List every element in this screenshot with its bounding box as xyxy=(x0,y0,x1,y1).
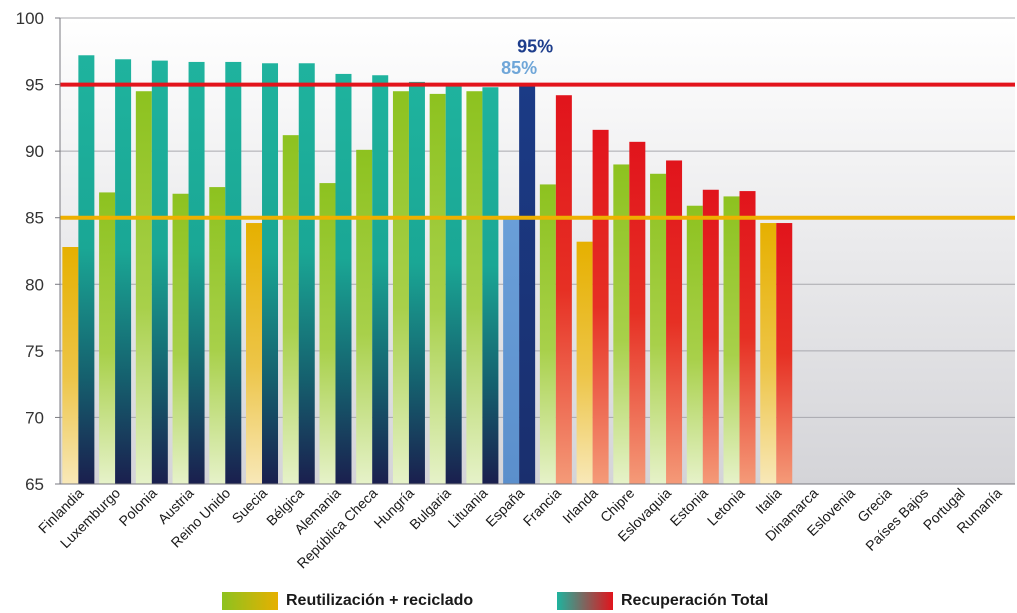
x-tick-label: España xyxy=(482,485,527,530)
bar-reuse xyxy=(246,223,263,485)
bar-recovery xyxy=(372,75,389,484)
legend-item-recovery: Recuperación Total xyxy=(557,590,768,612)
bar-reuse xyxy=(650,173,667,484)
bar-reuse xyxy=(723,196,740,484)
bar-recovery xyxy=(115,59,132,484)
bar-reuse xyxy=(209,187,226,484)
bar-reuse xyxy=(135,91,152,484)
bar-recovery xyxy=(151,60,168,484)
bar-reuse xyxy=(466,91,483,484)
x-tick-label: Italia xyxy=(752,485,784,517)
bar-recovery xyxy=(666,160,683,484)
bar-reuse xyxy=(282,135,299,484)
bar-recovery xyxy=(262,63,279,485)
bar-reuse xyxy=(686,205,703,484)
bar-reuse xyxy=(319,183,336,484)
bar-recovery xyxy=(408,81,425,484)
legend-swatch-recovery xyxy=(557,592,613,610)
x-tick-label: Irlanda xyxy=(559,485,601,527)
bar-recovery xyxy=(702,189,719,485)
legend-item-reuse: Reutilización + reciclado xyxy=(222,590,473,612)
bar-reuse xyxy=(62,247,79,484)
bar-reuse xyxy=(503,217,520,484)
x-tick-label: Suecia xyxy=(229,485,271,527)
bar-recovery xyxy=(555,95,572,485)
bar-recovery xyxy=(776,223,793,485)
legend-swatch-reuse xyxy=(222,592,278,610)
y-tick-label: 75 xyxy=(25,342,44,361)
bar-recovery xyxy=(482,87,499,484)
bar-reuse xyxy=(356,149,373,484)
x-tick-label: Lituania xyxy=(445,485,491,531)
x-tick-label: Estonia xyxy=(667,485,711,529)
x-tick-label: Francia xyxy=(520,485,564,529)
bar-reuse xyxy=(613,164,630,484)
bar-recovery xyxy=(629,141,646,484)
y-tick-label: 100 xyxy=(16,9,44,28)
bar-recovery xyxy=(592,129,609,484)
y-tick-label: 80 xyxy=(25,275,44,294)
bar-recovery xyxy=(445,83,462,485)
bar-recovery xyxy=(519,84,536,485)
y-tick-label: 70 xyxy=(25,408,44,427)
bar-reuse xyxy=(99,192,116,484)
legend-label-reuse: Reutilización + reciclado xyxy=(286,592,474,609)
y-tick-label: 85 xyxy=(25,209,44,228)
annotation-label: 85% xyxy=(501,58,537,78)
y-tick-label: 90 xyxy=(25,142,44,161)
bar-recovery xyxy=(78,55,95,484)
y-tick-label: 65 xyxy=(25,475,44,494)
bar-reuse xyxy=(576,241,593,484)
bar-reuse xyxy=(539,184,556,484)
x-tick-label: Polonia xyxy=(116,485,160,529)
bar-recovery xyxy=(188,61,205,485)
bar-recovery xyxy=(298,63,315,485)
y-tick-label: 95 xyxy=(25,76,44,95)
legend-label-recovery: Recuperación Total xyxy=(621,592,769,609)
annotation-label: 95% xyxy=(517,37,553,57)
bar-reuse xyxy=(760,223,777,485)
bar-recovery xyxy=(335,73,352,485)
x-tick-label: Letonia xyxy=(704,485,748,529)
bar-recovery xyxy=(225,61,242,485)
x-tick-label: Bulgaria xyxy=(406,485,454,533)
bar-reuse xyxy=(429,93,446,485)
bar-reuse xyxy=(172,193,189,484)
bar-reuse xyxy=(392,91,409,484)
bar-recovery xyxy=(739,191,756,485)
